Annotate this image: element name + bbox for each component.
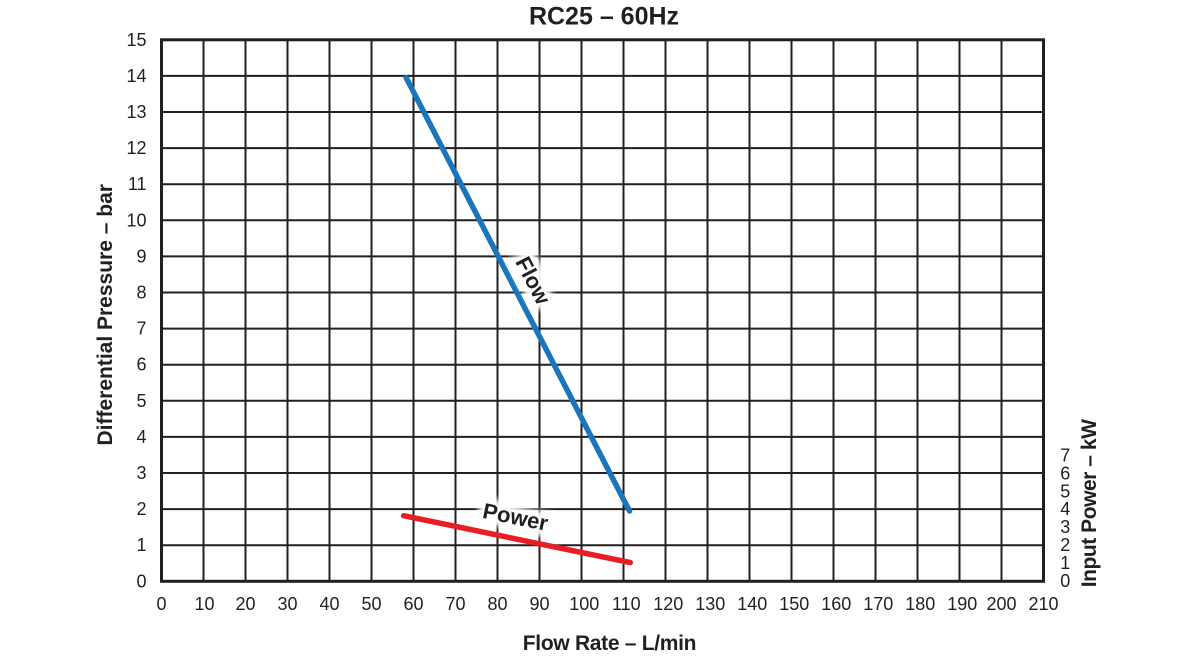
- svg-text:RC25 – 60Hz: RC25 – 60Hz: [529, 3, 679, 31]
- svg-text:Input Power – kW: Input Power – kW: [1078, 419, 1101, 587]
- svg-text:14: 14: [126, 66, 146, 86]
- svg-text:50: 50: [361, 594, 381, 614]
- svg-text:190: 190: [947, 594, 977, 614]
- svg-text:20: 20: [235, 594, 255, 614]
- svg-text:40: 40: [319, 594, 339, 614]
- svg-text:200: 200: [986, 594, 1016, 614]
- svg-text:3: 3: [136, 463, 146, 483]
- svg-text:180: 180: [905, 594, 935, 614]
- svg-text:7: 7: [1060, 446, 1070, 466]
- svg-text:1: 1: [136, 535, 146, 555]
- svg-text:80: 80: [487, 594, 507, 614]
- svg-text:4: 4: [1060, 499, 1070, 519]
- svg-text:100: 100: [569, 594, 599, 614]
- svg-text:2: 2: [136, 499, 146, 519]
- svg-text:11: 11: [128, 174, 147, 194]
- svg-text:7: 7: [136, 319, 146, 339]
- svg-text:Differential Pressure – bar: Differential Pressure – bar: [94, 184, 117, 445]
- svg-text:150: 150: [779, 594, 809, 614]
- svg-text:10: 10: [126, 210, 146, 230]
- svg-text:3: 3: [1060, 517, 1070, 537]
- svg-text:130: 130: [695, 594, 725, 614]
- svg-text:9: 9: [136, 246, 146, 266]
- svg-text:110: 110: [612, 594, 641, 614]
- svg-text:6: 6: [136, 355, 146, 375]
- svg-text:160: 160: [821, 594, 851, 614]
- svg-text:0: 0: [156, 594, 166, 614]
- svg-text:60: 60: [403, 594, 423, 614]
- svg-text:90: 90: [529, 594, 549, 614]
- svg-text:0: 0: [1060, 571, 1070, 591]
- svg-text:2: 2: [1060, 535, 1070, 555]
- svg-text:10: 10: [194, 594, 214, 614]
- svg-text:70: 70: [445, 594, 465, 614]
- svg-text:15: 15: [126, 30, 146, 50]
- svg-text:Flow Rate – L/min: Flow Rate – L/min: [523, 632, 696, 655]
- svg-text:8: 8: [136, 283, 146, 303]
- svg-text:6: 6: [1060, 463, 1070, 483]
- svg-text:4: 4: [136, 427, 146, 447]
- svg-text:13: 13: [126, 102, 146, 122]
- svg-text:210: 210: [1028, 594, 1058, 614]
- svg-text:5: 5: [1060, 481, 1070, 501]
- svg-text:5: 5: [136, 391, 146, 411]
- svg-text:170: 170: [863, 594, 893, 614]
- svg-text:0: 0: [136, 571, 146, 591]
- svg-text:120: 120: [653, 594, 683, 614]
- svg-text:30: 30: [277, 594, 297, 614]
- svg-text:12: 12: [126, 138, 146, 158]
- svg-text:1: 1: [1060, 553, 1070, 573]
- svg-text:140: 140: [737, 594, 767, 614]
